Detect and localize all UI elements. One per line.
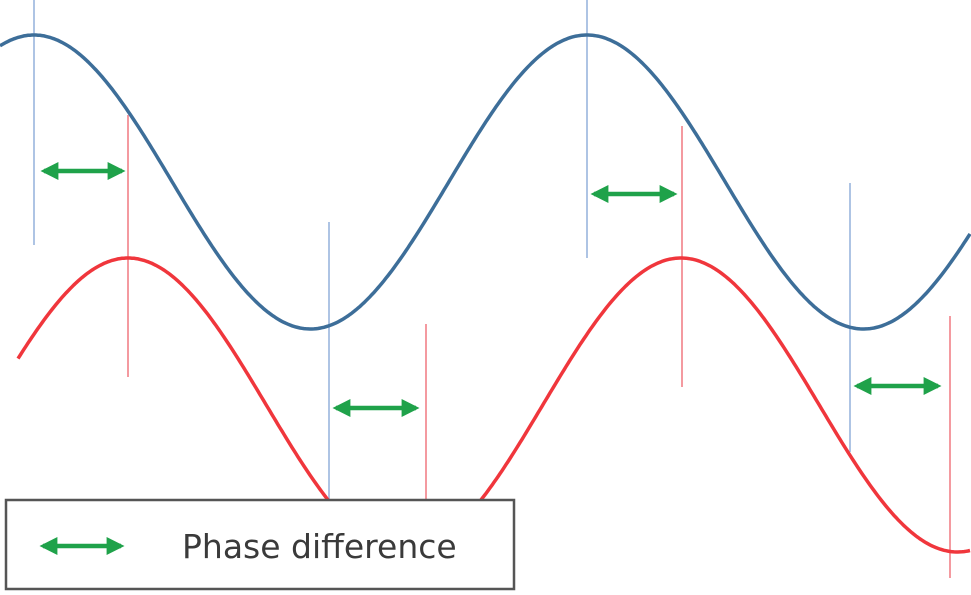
wave-a-curve — [0, 33, 971, 331]
legend-label: Phase difference — [182, 527, 457, 566]
legend: Phase difference — [4, 498, 516, 591]
wave-b-curve — [16, 256, 971, 554]
